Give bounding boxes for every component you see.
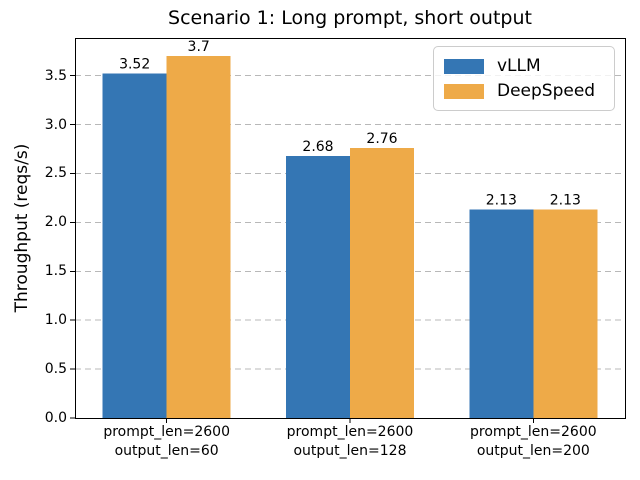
bar-vllm-group3 [469,209,534,418]
x-tick-line1: prompt_len=2600 [103,424,230,440]
y-tick-label: 1.0 [44,312,67,329]
legend-swatch-deepspeed [444,83,484,99]
bar-value-label: 3.52 [119,57,150,73]
legend-label-deepspeed: DeepSpeed [497,81,596,101]
x-tick-line1: prompt_len=2600 [286,424,414,440]
bar-deepspeed-group2 [350,148,414,418]
bar-deepspeed-group3 [533,209,598,418]
bar-deepspeed-group1 [166,56,231,418]
x-tick-line2: output_len=200 [476,443,590,459]
bar-value-label: 2.68 [302,139,333,155]
y-tick-label: 3.0 [44,116,67,133]
y-axis-label: Throughput (reqs/s) [12,143,32,313]
plot-border [75,38,626,419]
x-tick-label-group-1: prompt_len=2600 output_len=60 [75,423,258,461]
y-tick-label: 1.5 [44,263,67,280]
bar-value-label: 2.13 [550,193,581,209]
bar-vllm-group2 [286,155,350,418]
x-tick-line1: prompt_len=2600 [469,424,597,440]
y-tick-label: 3.5 [44,67,67,84]
y-tick-label: 0.0 [44,410,67,426]
bar-value-label: 2.13 [486,193,517,209]
y-tick-label: 2.5 [44,165,67,182]
legend-label-vllm: vLLM [497,56,541,76]
chart-title: Scenario 1: Long prompt, short output [168,7,532,29]
x-tick-line2: output_len=60 [114,443,219,459]
y-tick-label: 2.0 [44,214,67,231]
x-tick-label-group-3: prompt_len=2600 output_len=200 [442,423,625,461]
legend-swatch-vllm [444,58,484,74]
x-tick-label-group-2: prompt_len=2600 output_len=128 [258,423,441,461]
legend: vLLM DeepSpeed [433,46,615,111]
bar-vllm-group1 [102,73,167,418]
legend-item-deepspeed: DeepSpeed [444,80,604,102]
bar-value-label: 2.76 [366,131,397,147]
y-tick-label: 0.5 [44,361,67,378]
x-tick-line2: output_len=128 [293,443,407,459]
x-tick-labels: prompt_len=2600 output_len=60 prompt_len… [75,423,625,461]
legend-item-vllm: vLLM [444,55,604,77]
bar-value-label: 3.7 [188,39,210,55]
